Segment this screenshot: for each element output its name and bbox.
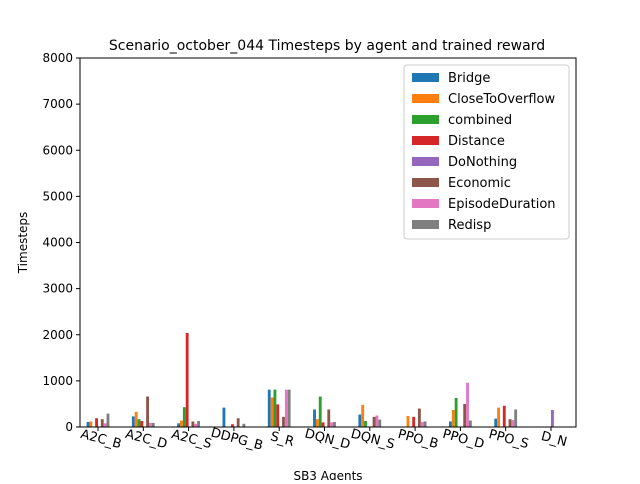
bar-Bridge-A2C_S <box>177 423 181 427</box>
bar-Redisp-PPO_D <box>468 420 472 427</box>
y-tick-label: 8000 <box>42 51 73 65</box>
bar-Distance-DQN_D <box>321 422 325 427</box>
bar-CloseToOverflow-PPO_S <box>497 407 500 427</box>
x-axis-label: SB3 Agents <box>293 469 362 480</box>
bar-CloseToOverflow-PPO_D <box>451 409 455 427</box>
bar-CloseToOverflow-A2C_D <box>134 411 138 427</box>
bar-EpisodeDuration-DQN_D <box>330 422 334 427</box>
bar-combined-PPO_D <box>454 397 458 427</box>
x-tick-label: D_N <box>539 429 568 450</box>
legend-swatch-Economic <box>412 178 439 187</box>
y-tick-label: 3000 <box>42 282 73 296</box>
bar-CloseToOverflow-DQN_D <box>315 419 319 427</box>
bar-combined-DQN_S <box>364 421 367 427</box>
bar-EpisodeDuration-PPO_D <box>466 382 469 427</box>
bar-Economic-S_R <box>282 416 285 427</box>
bar-CloseToOverflow-PPO_B <box>406 415 410 427</box>
bar-Redisp-DQN_D <box>333 421 336 427</box>
bar-Distance-PPO_B <box>412 416 416 427</box>
plot-frame <box>79 57 577 428</box>
bar-Distance-A2C_D <box>140 421 144 427</box>
bar-Redisp-A2C_B <box>106 413 110 427</box>
chart-title: Scenario_october_044 Timesteps by agent … <box>109 38 545 54</box>
bar-Economic-DQN_S <box>372 416 376 427</box>
bar-Redisp-DQN_S <box>378 419 382 427</box>
bar-Economic-PPO_D <box>463 403 467 427</box>
y-tick-label: 7000 <box>42 97 73 111</box>
legend-label-Bridge: Bridge <box>448 71 490 86</box>
bar-EpisodeDuration-A2C_S <box>194 423 198 427</box>
bar-Distance-PPO_S <box>502 405 506 427</box>
bar-Redisp-S_R <box>287 389 291 427</box>
legend-swatch-DoNothing <box>412 157 439 166</box>
bar-EpisodeDuration-DQN_S <box>375 415 379 427</box>
legend-label-DoNothing: DoNothing <box>448 155 517 170</box>
legend-label-combined: combined <box>448 113 512 128</box>
bar-EpisodeDuration-A2C_D <box>149 422 152 427</box>
bar-CloseToOverflow-DQN_S <box>361 404 365 427</box>
bar-Economic-A2C_B <box>100 419 104 427</box>
legend-label-Redisp: Redisp <box>448 218 491 233</box>
y-tick-label: 2000 <box>42 328 73 342</box>
legend-swatch-combined <box>412 115 439 124</box>
bar-Distance-A2C_B <box>95 418 98 427</box>
bar-Redisp-A2C_S <box>197 421 200 427</box>
bar-Redisp-PPO_S <box>514 409 518 427</box>
bar-Bridge-DDPG_B <box>222 407 226 427</box>
bar-Economic-PPO_B <box>417 408 421 427</box>
bar-Bridge-PPO_D <box>449 421 452 427</box>
legend-label-CloseToOverflow: CloseToOverflow <box>448 92 556 107</box>
y-tick-label: 5000 <box>42 189 73 203</box>
bar-Redisp-DDPG_B <box>242 423 246 427</box>
bar-Distance-S_R <box>276 404 280 427</box>
legend-swatch-Bridge <box>412 73 439 82</box>
bar-combined-DQN_D <box>318 396 322 427</box>
legend-label-Distance: Distance <box>448 134 505 149</box>
legend-label-Economic: Economic <box>448 176 511 191</box>
bar-EpisodeDuration-PPO_B <box>420 421 424 427</box>
bar-combined-A2C_D <box>137 419 141 427</box>
bars-layer <box>86 332 554 427</box>
bar-CloseToOverflow-A2C_S <box>180 420 183 427</box>
y-tick-label: 4000 <box>42 236 73 250</box>
legend-swatch-CloseToOverflow <box>412 94 439 103</box>
legend-swatch-EpisodeDuration <box>412 199 439 208</box>
bar-Distance-DDPG_B <box>231 424 234 427</box>
bar-combined-S_R <box>273 389 277 427</box>
bar-CloseToOverflow-S_R <box>270 397 274 427</box>
bar-EpisodeDuration-A2C_B <box>103 423 107 427</box>
bar-CloseToOverflow-A2C_B <box>89 421 93 427</box>
bar-Distance-A2C_S <box>185 332 189 427</box>
bar-Redisp-A2C_D <box>151 422 155 427</box>
bar-Bridge-S_R <box>267 389 271 427</box>
bar-Economic-A2C_D <box>146 396 149 427</box>
bar-Bridge-A2C_D <box>131 416 135 427</box>
y-axis-ticks: 0 1000 2000 3000 4000 5000 6000 7000 8000 <box>42 51 80 434</box>
bar-DoNothing-D_N <box>551 409 554 427</box>
legend: Bridge CloseToOverflow combined Distance DoN… <box>403 64 570 240</box>
bar-Economic-DQN_D <box>327 409 331 427</box>
bar-Bridge-A2C_B <box>86 421 90 427</box>
bar-Economic-A2C_S <box>191 421 195 427</box>
legend-swatch-Distance <box>412 136 439 145</box>
bar-Redisp-PPO_B <box>423 421 427 427</box>
bar-Economic-DDPG_B <box>236 418 240 427</box>
legend-label-EpisodeDuration: EpisodeDuration <box>448 197 556 212</box>
bar-Bridge-DQN_D <box>313 409 316 427</box>
legend-box <box>403 64 570 240</box>
bar-EpisodeDuration-S_R <box>284 389 288 427</box>
y-tick-label: 6000 <box>42 143 73 157</box>
bar-EpisodeDuration-PPO_S <box>511 420 515 427</box>
x-tick-label: S_R <box>269 429 296 450</box>
y-tick-label: 1000 <box>42 374 73 388</box>
bar-combined-A2C_S <box>182 407 186 427</box>
y-tick-label: 0 <box>65 420 73 434</box>
y-axis-label: Timesteps <box>16 212 30 275</box>
bar-Bridge-DQN_S <box>358 414 362 427</box>
legend-swatch-Redisp <box>412 220 439 229</box>
bar-Bridge-PPO_S <box>494 418 498 427</box>
bar-Economic-PPO_S <box>508 419 512 427</box>
